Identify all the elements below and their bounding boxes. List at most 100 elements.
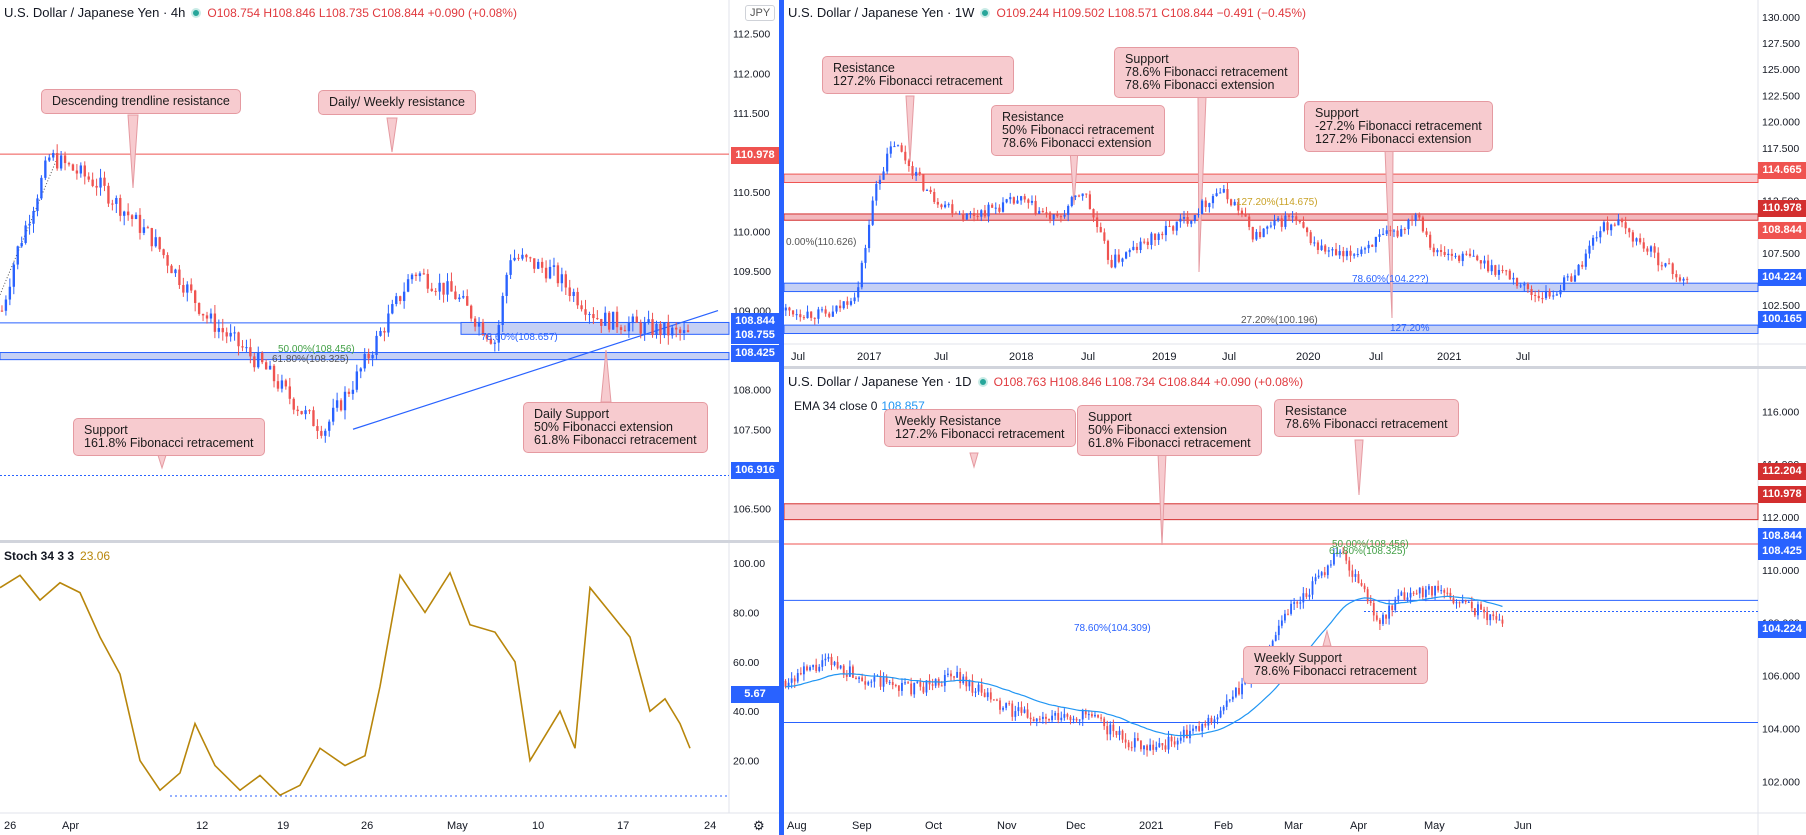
d1-candle — [1290, 603, 1292, 614]
h4-candle — [91, 179, 94, 186]
chart-1d-canvas[interactable]: 116.000114.000112.000110.000108.000106.0… — [784, 369, 1806, 835]
annotation-resistance-78[interactable]: Resistance 78.6% Fibonacci retracement — [1274, 399, 1459, 437]
time-axis-label: Dec — [1066, 820, 1086, 832]
d1-candle — [1185, 729, 1188, 739]
h4-candle — [501, 295, 504, 325]
chart-1w[interactable]: 130.000 127.500 125.000 122.500 120.000 117.5… — [784, 0, 1806, 366]
h4-candle — [280, 380, 284, 389]
time-axis-label: 17 — [617, 820, 629, 832]
w1-candle — [1316, 242, 1320, 250]
h4-candle — [178, 269, 181, 286]
h4-candle — [466, 296, 469, 306]
chart-4h[interactable]: 112.500112.000111.500111.000110.500110.0… — [0, 0, 779, 540]
h4-candle — [584, 309, 587, 315]
annotation-pointer — [1384, 149, 1394, 319]
w1-candle — [1534, 295, 1537, 297]
annotation-resistance-50[interactable]: Resistance 50% Fibonacci retracement 78.… — [991, 105, 1166, 156]
time-axis-label: 24 — [704, 820, 716, 832]
currency-badge[interactable]: JPY — [745, 5, 776, 21]
w1-candle — [1117, 254, 1120, 262]
annotation-weekly-resistance[interactable]: Weekly Resistance 127.2% Fibonacci retra… — [884, 409, 1076, 447]
stoch-canvas[interactable]: 100.00 80.00 60.00 40.00 20.00 26 Apr 12 19 26 May… — [0, 543, 779, 835]
panel-divider-stoch[interactable] — [0, 540, 779, 543]
panel-divider-vertical[interactable] — [779, 0, 784, 835]
time-axis-label: 2017 — [857, 351, 881, 363]
h4-candle — [442, 282, 445, 295]
w1-candle — [1302, 222, 1305, 228]
w1-candle — [1439, 250, 1443, 252]
annotation-descending-trendline[interactable]: Descending trendline resistance — [41, 89, 241, 114]
d1-candle — [919, 681, 922, 687]
d1-candle — [802, 666, 805, 675]
annotation-pointer — [386, 117, 398, 153]
chart-4h-canvas[interactable]: 112.500112.000111.500111.000110.500110.0… — [0, 0, 779, 540]
h4-candle — [686, 330, 690, 333]
w1-candle — [1125, 252, 1128, 259]
fib-label: 50.00%(108.456) — [1332, 539, 1409, 550]
annotation-support-127[interactable]: Support -27.2% Fibonacci retracement 127… — [1304, 101, 1493, 152]
h4-candle — [268, 365, 272, 370]
h4-candle — [537, 261, 540, 269]
d1-candle — [1299, 602, 1302, 604]
d1-candle — [1011, 703, 1014, 717]
d1-candle — [1274, 635, 1277, 641]
d1-candle — [1014, 711, 1017, 717]
chart-stoch[interactable]: 100.00 80.00 60.00 40.00 20.00 26 Apr 12 19 26 May… — [0, 543, 779, 835]
d1-candle — [986, 692, 989, 698]
annotation-daily-support[interactable]: Daily Support 50% Fibonacci extension 61… — [523, 402, 708, 453]
price-tag-108: 108.425 — [1758, 543, 1806, 560]
w1-candle — [904, 151, 907, 161]
d1-candle — [910, 683, 913, 695]
panel-divider-right[interactable] — [784, 366, 1806, 369]
d1-candle — [1336, 552, 1338, 554]
w1-candle — [1161, 233, 1164, 236]
w1-candle — [1034, 200, 1037, 214]
d1-candle — [1296, 602, 1299, 604]
w1-candle — [1067, 205, 1070, 215]
chart-1d[interactable]: 116.000114.000112.000110.000108.000106.0… — [784, 369, 1806, 835]
h4-candle — [245, 347, 248, 349]
d1-candle — [1467, 601, 1470, 603]
annotation-support-161[interactable]: Support 161.8% Fibonacci retracement — [73, 418, 265, 456]
h4-candle — [79, 165, 83, 174]
symbol-title: U.S. Dollar / Japanese Yen · 4h — [4, 5, 186, 20]
annotation-support-50[interactable]: Support 50% Fibonacci extension 61.8% Fi… — [1077, 405, 1262, 456]
w1-candle — [1077, 195, 1081, 197]
w1-candle — [1450, 253, 1453, 256]
w1-candle — [1367, 244, 1370, 249]
w1-candle — [893, 146, 896, 148]
price-axis-label: 111.500 — [733, 108, 770, 120]
time-axis-label: 2020 — [1296, 351, 1320, 363]
d1-candle — [1106, 726, 1109, 735]
ohlc-readout: O109.244 H109.502 L108.571 C108.844 −0.4… — [996, 5, 1307, 20]
price-axis-label: 110.000 — [1762, 565, 1799, 577]
h4-candle — [607, 312, 611, 330]
time-axis-label: Nov — [997, 820, 1017, 832]
w1-candle — [1001, 202, 1005, 212]
w1-candle — [1447, 253, 1450, 255]
w1-candle — [1204, 200, 1207, 208]
w1-candle — [980, 210, 983, 217]
h4-candle — [316, 426, 319, 431]
d1-candle — [965, 676, 968, 687]
d1-candle — [1140, 740, 1142, 750]
d1-candle — [864, 681, 867, 685]
annotation-support-78[interactable]: Support 78.6% Fibonacci retracement 78.6… — [1114, 47, 1299, 98]
h4-candle — [288, 386, 291, 399]
w1-candle — [1476, 255, 1479, 261]
d1-candle — [922, 686, 925, 693]
d1-candle — [809, 667, 811, 671]
annotation-daily-weekly-resistance[interactable]: Daily/ Weekly resistance — [318, 90, 476, 115]
d1-candle — [925, 680, 928, 693]
d1-candle — [1192, 728, 1194, 731]
annotation-resistance-127[interactable]: Resistance 127.2% Fibonacci retracement — [822, 56, 1014, 94]
d1-candle — [1225, 700, 1228, 707]
d1-candle — [1277, 625, 1280, 636]
time-axis-label: Jun — [1514, 820, 1532, 832]
w1-candle — [1396, 230, 1399, 237]
annotation-weekly-support[interactable]: Weekly Support 78.6% Fibonacci retraceme… — [1243, 646, 1428, 684]
d1-candle — [1280, 620, 1283, 626]
price-tag-100: 100.165 — [1758, 311, 1806, 328]
w1-candle — [1425, 231, 1428, 235]
d1-candle — [1020, 707, 1023, 713]
